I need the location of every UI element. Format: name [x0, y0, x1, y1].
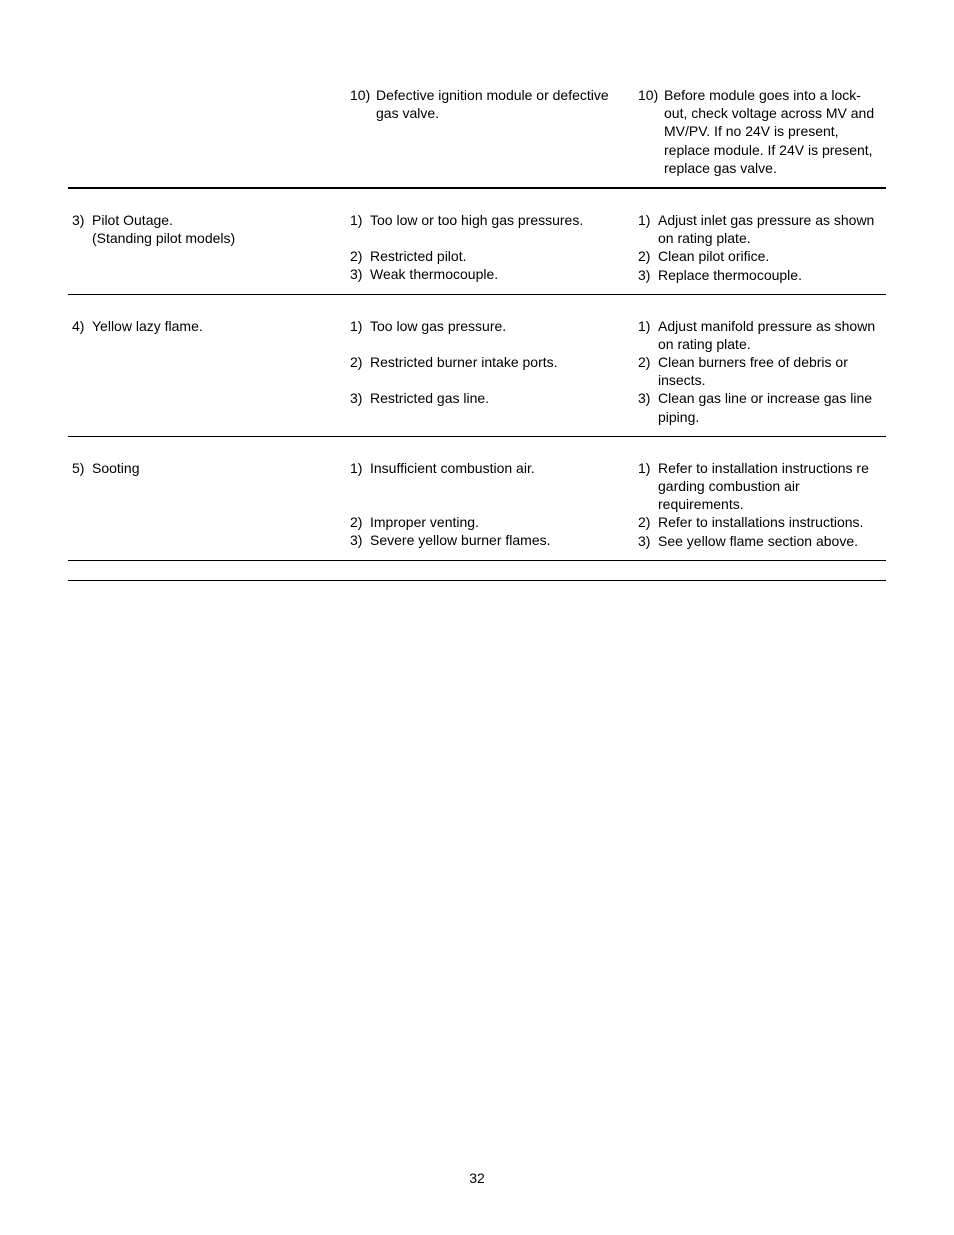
remedy-item: 3) Clean gas line or increase gas line p… — [638, 389, 882, 425]
item-number: 4) — [72, 317, 92, 335]
item-number: 3) — [638, 266, 658, 284]
item-text: Refer to installations instructions. — [658, 513, 882, 531]
cause-cell: 1) Insufficient combustion air. 2) Impro… — [346, 453, 634, 560]
item-number: 3) — [350, 389, 370, 407]
row-divider — [68, 436, 886, 453]
item-number: 1) — [350, 459, 370, 477]
remedy-cell: 1) Refer to installation instructions re… — [634, 453, 886, 560]
cause-cell: 1) Too low gas pressure. 2) Restricted b… — [346, 311, 634, 437]
item-text: Before module goes into a lock-out, chec… — [664, 86, 882, 177]
item-number: 1) — [638, 317, 658, 353]
item-number: 1) — [638, 459, 658, 514]
row-divider — [68, 294, 886, 311]
cause-item: 1) Insufficient combustion air. — [350, 459, 630, 477]
row-divider — [68, 560, 886, 577]
remedy-item: 2) Clean pilot orifice. — [638, 247, 882, 265]
item-number: 5) — [72, 459, 92, 477]
item-number: 2) — [638, 513, 658, 531]
symptom-cell — [68, 80, 346, 188]
item-text: Restricted gas line. — [370, 389, 630, 407]
remedy-item: 2) Clean burners free of debris or insec… — [638, 353, 882, 389]
item-text: Replace thermocouple. — [658, 266, 882, 284]
item-text: Too low gas pressure. — [370, 317, 630, 335]
item-text: Clean gas line or increase gas line pipi… — [658, 389, 882, 425]
troubleshooting-table: 10) Defective ignition module or defecti… — [68, 80, 886, 597]
cause-item: 1) Too low gas pressure. — [350, 317, 630, 335]
symptom-item: 5) Sooting — [72, 459, 342, 477]
symptom-title: Pilot Outage. — [92, 212, 173, 228]
remedy-item: 1) Adjust manifold pressure as shown on … — [638, 317, 882, 353]
item-text: Yellow lazy flame. — [92, 317, 342, 335]
cause-item: 3) Severe yellow burner flames. — [350, 531, 630, 549]
table-end-divider — [68, 580, 886, 597]
item-text: Adjust inlet gas pressure as shown on ra… — [658, 211, 882, 247]
remedy-item: 1) Adjust inlet gas pressure as shown on… — [638, 211, 882, 247]
item-number: 3) — [350, 265, 370, 283]
item-text: Adjust manifold pressure as shown on rat… — [658, 317, 882, 353]
item-text: Refer to installation instructions re ga… — [658, 459, 882, 514]
item-text: Clean pilot orifice. — [658, 247, 882, 265]
remedy-item: 10) Before module goes into a lock-out, … — [638, 86, 882, 177]
item-text: Too low or too high gas pressures. — [370, 211, 630, 229]
remedy-item: 3) See yellow flame section above. — [638, 532, 882, 550]
item-number: 3) — [638, 532, 658, 550]
table-row: 4) Yellow lazy flame. 1) Too low gas pre… — [68, 311, 886, 437]
symptom-cell: 5) Sooting — [68, 453, 346, 560]
cause-item: 2) Restricted pilot. — [350, 247, 630, 265]
item-text: Restricted pilot. — [370, 247, 630, 265]
item-number: 2) — [350, 247, 370, 265]
cause-cell: 1) Too low or too high gas pressures. 2)… — [346, 205, 634, 294]
cause-item: 10) Defective ignition module or defecti… — [350, 86, 630, 122]
symptom-item: 4) Yellow lazy flame. — [72, 317, 342, 335]
remedy-cell: 1) Adjust manifold pressure as shown on … — [634, 311, 886, 437]
table-row: 10) Defective ignition module or defecti… — [68, 80, 886, 188]
item-text: Defective ignition module or defective g… — [376, 86, 630, 122]
item-number: 2) — [350, 353, 370, 371]
item-text: Improper venting. — [370, 513, 630, 531]
remedy-cell: 10) Before module goes into a lock-out, … — [634, 80, 886, 188]
symptom-sub: (Standing pilot models) — [92, 230, 235, 246]
section-divider — [68, 188, 886, 205]
remedy-cell: 1) Adjust inlet gas pressure as shown on… — [634, 205, 886, 294]
cause-item: 3) Restricted gas line. — [350, 389, 630, 407]
item-text: See yellow flame section above. — [658, 532, 882, 550]
item-number: 3) — [350, 531, 370, 549]
symptom-cell: 3) Pilot Outage. (Standing pilot models) — [68, 205, 346, 294]
remedy-item: 3) Replace thermocouple. — [638, 266, 882, 284]
document-page: 10) Defective ignition module or defecti… — [0, 0, 954, 597]
item-number: 2) — [350, 513, 370, 531]
item-number: 3) — [638, 389, 658, 425]
item-text: Sooting — [92, 459, 342, 477]
item-text: Insufficient combustion air. — [370, 459, 630, 477]
item-number: 1) — [350, 317, 370, 335]
page-number: 32 — [0, 1169, 954, 1187]
item-number: 2) — [638, 353, 658, 389]
item-text: Restricted burner intake ports. — [370, 353, 630, 371]
item-number: 3) — [72, 211, 92, 247]
remedy-item: 1) Refer to installation instructions re… — [638, 459, 882, 514]
item-number: 10) — [350, 86, 376, 122]
symptom-cell: 4) Yellow lazy flame. — [68, 311, 346, 437]
item-text: Pilot Outage. (Standing pilot models) — [92, 211, 342, 247]
cause-item: 2) Improper venting. — [350, 513, 630, 531]
remedy-item: 2) Refer to installations instructions. — [638, 513, 882, 531]
cause-item: 1) Too low or too high gas pressures. — [350, 211, 630, 229]
item-number: 1) — [638, 211, 658, 247]
item-number: 10) — [638, 86, 664, 177]
cause-item: 3) Weak thermocouple. — [350, 265, 630, 283]
cause-cell: 10) Defective ignition module or defecti… — [346, 80, 634, 188]
item-number: 1) — [350, 211, 370, 229]
item-text: Clean burners free of debris or insects. — [658, 353, 882, 389]
item-text: Weak thermocouple. — [370, 265, 630, 283]
table-row: 3) Pilot Outage. (Standing pilot models)… — [68, 205, 886, 294]
item-number: 2) — [638, 247, 658, 265]
symptom-item: 3) Pilot Outage. (Standing pilot models) — [72, 211, 342, 247]
table-row: 5) Sooting 1) Insufficient combustion ai… — [68, 453, 886, 560]
item-text: Severe yellow burner flames. — [370, 531, 630, 549]
cause-item: 2) Restricted burner intake ports. — [350, 353, 630, 371]
